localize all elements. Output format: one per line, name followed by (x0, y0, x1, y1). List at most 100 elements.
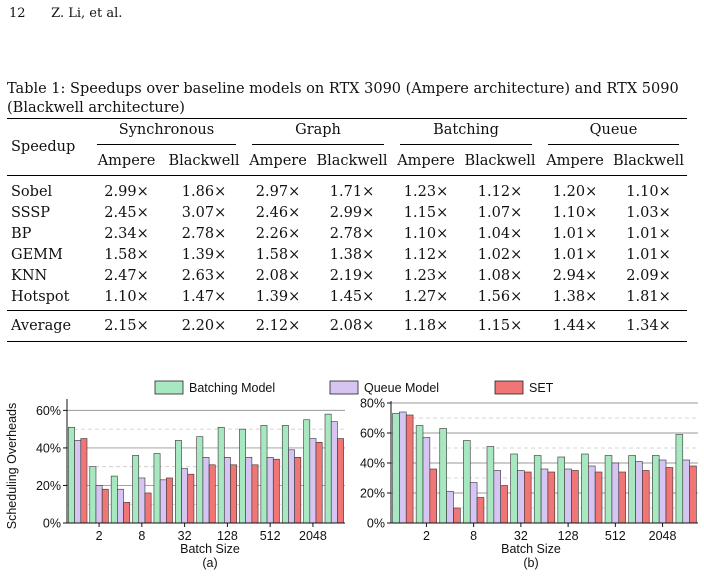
row-label: GEMM (11, 246, 63, 263)
bar-set (208, 464, 216, 524)
row-label: Sobel (11, 183, 53, 200)
architecture-header: Ampere (397, 153, 455, 169)
average-speedup-value: 1.15× (477, 318, 523, 334)
speedup-value: 2.99× (329, 204, 375, 221)
bar-queue-model (95, 485, 103, 524)
bar-set (500, 485, 508, 524)
bar-batching-model (175, 440, 182, 524)
speedup-value: 1.10× (552, 204, 598, 221)
bar-queue-model (399, 411, 407, 524)
running-header: 12 Z. Li, et al. (9, 6, 122, 21)
x-tick-label: 8 (138, 529, 145, 543)
speedup-value: 1.39× (181, 246, 227, 263)
architecture-header: Blackwell (612, 153, 685, 169)
speedup-value: 1.03× (626, 204, 671, 221)
speedup-value: 1.08× (477, 267, 523, 284)
bar-batching-model (196, 436, 204, 524)
speedup-value: 1.58× (104, 246, 149, 263)
bar-queue-model (74, 440, 82, 524)
speedup-value: 1.12× (403, 246, 449, 263)
panel-label: (a) (202, 556, 217, 570)
bar-set (524, 471, 532, 524)
x-tick-label: 512 (605, 529, 626, 543)
bar-batching-model (604, 455, 613, 524)
bar-set (187, 473, 195, 524)
group-underline (548, 143, 679, 145)
bar-set (429, 468, 437, 524)
bar-set (230, 464, 237, 524)
speedup-value: 1.01× (552, 246, 598, 263)
bar-batching-model (132, 455, 140, 524)
bar-queue-model (309, 438, 317, 524)
header-authors: Z. Li, et al. (51, 6, 123, 21)
bar-batching-model (415, 425, 424, 524)
bar-queue-model (159, 479, 167, 524)
legend-swatch (494, 380, 524, 395)
y-tick-label: 60% (36, 404, 61, 418)
y-tick-label: 40% (360, 457, 385, 471)
x-tick-label: 8 (470, 529, 477, 543)
bar-batching-model (533, 455, 542, 524)
table-row: KNN 2.47× 2.63× 2.08× 2.19× 1.23× 1.08× 2.94× 2.… (7, 265, 687, 286)
bar-queue-model (138, 477, 146, 524)
architecture-header: Blackwell (168, 153, 240, 169)
speedup-value: 1.12× (477, 183, 523, 200)
bar-queue-model (181, 468, 189, 524)
bar-queue-model (493, 470, 501, 524)
bar-queue-model (635, 461, 643, 524)
speedup-value: 1.10× (403, 225, 449, 242)
speedup-value: 1.39× (255, 288, 301, 305)
legend-label: Queue Model (364, 381, 439, 395)
speedup-value: 1.23× (403, 267, 449, 284)
bar-batching-model (239, 428, 246, 524)
bar-batching-model (89, 466, 97, 524)
group-underline (97, 143, 236, 145)
bar-set (80, 438, 88, 524)
speedup-value: 1.20× (552, 183, 598, 200)
bar-batching-model (439, 428, 447, 524)
bar-set (547, 471, 556, 524)
speedup-value: 2.63× (181, 267, 227, 284)
bar-queue-model (117, 488, 124, 524)
x-tick-label: 2 (96, 529, 103, 543)
bar-queue-model (564, 468, 572, 524)
architecture-header: Blackwell (316, 153, 388, 169)
y-tick-label: 60% (360, 427, 385, 441)
speedup-value: 1.10× (626, 183, 671, 200)
bar-set (665, 467, 674, 524)
bar-queue-model (223, 457, 231, 524)
bar-queue-model (469, 482, 478, 524)
x-axis-label: Batch Size (501, 542, 561, 556)
bar-batching-model (628, 455, 636, 524)
bar-set (453, 507, 461, 524)
y-tick-label: 40% (36, 441, 61, 455)
group-underline (252, 143, 384, 145)
bar-batching-model (68, 426, 75, 524)
column-group-header: Synchronous (89, 119, 244, 148)
bar-set (251, 464, 259, 524)
speedup-value: 1.38× (552, 288, 598, 305)
bar-queue-model (422, 437, 431, 524)
speedup-value: 1.15× (403, 204, 449, 221)
bar-queue-model (288, 449, 295, 524)
speedup-value: 2.45× (104, 204, 149, 221)
panel-label: (b) (523, 556, 538, 570)
speedup-value: 1.58× (255, 246, 301, 263)
table-row: Hotspot 1.10× 1.47× 1.39× 1.45× 1.27× 1.56× 1.3… (7, 286, 687, 307)
y-tick-label: 0% (367, 517, 385, 531)
table-caption: Table 1: Speedups over baseline models o… (7, 81, 679, 116)
average-speedup-value: 2.08× (329, 318, 375, 334)
speedup-value: 2.94× (552, 267, 598, 284)
column-group-header: Queue (540, 119, 687, 148)
bar-set (123, 502, 131, 524)
speedup-value: 1.01× (626, 225, 671, 242)
page-number: 12 (9, 6, 26, 21)
speedup-value: 2.47× (104, 267, 149, 284)
speedup-value: 2.99× (104, 183, 149, 200)
architecture-header: Ampere (249, 153, 307, 169)
x-tick-label: 32 (178, 529, 192, 543)
speedup-value: 1.27× (403, 288, 449, 305)
speedup-value: 1.01× (626, 246, 671, 263)
speedup-value: 1.47× (181, 288, 227, 305)
table-row: SSSP 2.45× 3.07× 2.46× 2.99× 1.15× 1.07× 1.10× 1… (7, 202, 687, 223)
